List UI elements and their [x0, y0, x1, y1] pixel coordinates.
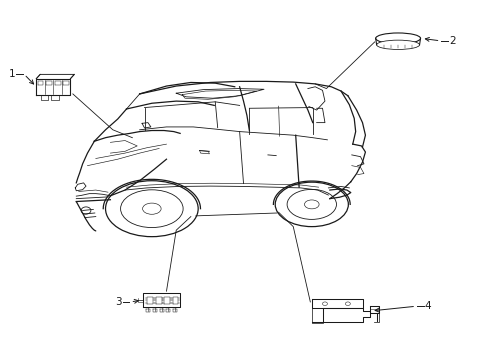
- Text: 4: 4: [424, 301, 430, 311]
- Polygon shape: [36, 75, 74, 79]
- Ellipse shape: [376, 40, 419, 49]
- Ellipse shape: [375, 33, 420, 44]
- Polygon shape: [369, 306, 378, 313]
- Polygon shape: [36, 79, 70, 95]
- Polygon shape: [311, 300, 362, 308]
- Polygon shape: [143, 293, 180, 307]
- Text: 2: 2: [448, 36, 455, 46]
- Text: 1: 1: [9, 69, 15, 79]
- Polygon shape: [322, 308, 369, 321]
- Text: 3: 3: [115, 297, 122, 307]
